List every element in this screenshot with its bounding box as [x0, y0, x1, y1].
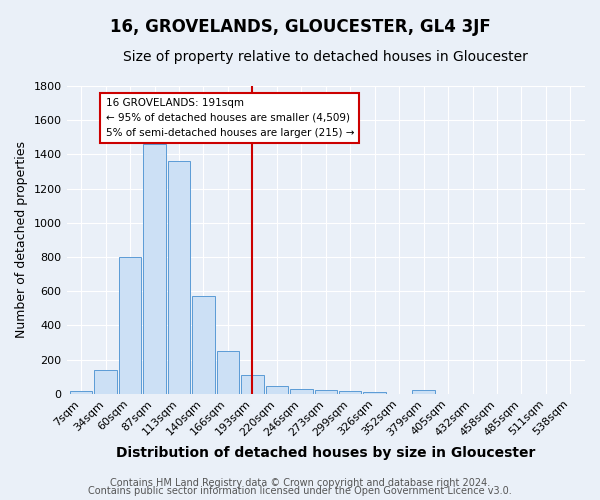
Bar: [217, 351, 239, 394]
Text: Contains HM Land Registry data © Crown copyright and database right 2024.: Contains HM Land Registry data © Crown c…: [110, 478, 490, 488]
Y-axis label: Number of detached properties: Number of detached properties: [15, 142, 28, 338]
X-axis label: Distribution of detached houses by size in Gloucester: Distribution of detached houses by size …: [116, 446, 535, 460]
Bar: [143, 144, 166, 394]
Bar: [412, 390, 435, 394]
Bar: [364, 392, 386, 394]
Bar: [192, 296, 215, 394]
Bar: [70, 392, 92, 394]
Text: 16, GROVELANDS, GLOUCESTER, GL4 3JF: 16, GROVELANDS, GLOUCESTER, GL4 3JF: [110, 18, 490, 36]
Bar: [94, 370, 117, 394]
Title: Size of property relative to detached houses in Gloucester: Size of property relative to detached ho…: [124, 50, 528, 64]
Bar: [339, 392, 361, 394]
Bar: [168, 161, 190, 394]
Text: 16 GROVELANDS: 191sqm
← 95% of detached houses are smaller (4,509)
5% of semi-de: 16 GROVELANDS: 191sqm ← 95% of detached …: [106, 98, 354, 138]
Bar: [241, 375, 263, 394]
Bar: [119, 257, 142, 394]
Bar: [314, 390, 337, 394]
Text: Contains public sector information licensed under the Open Government Licence v3: Contains public sector information licen…: [88, 486, 512, 496]
Bar: [266, 386, 288, 394]
Bar: [290, 388, 313, 394]
